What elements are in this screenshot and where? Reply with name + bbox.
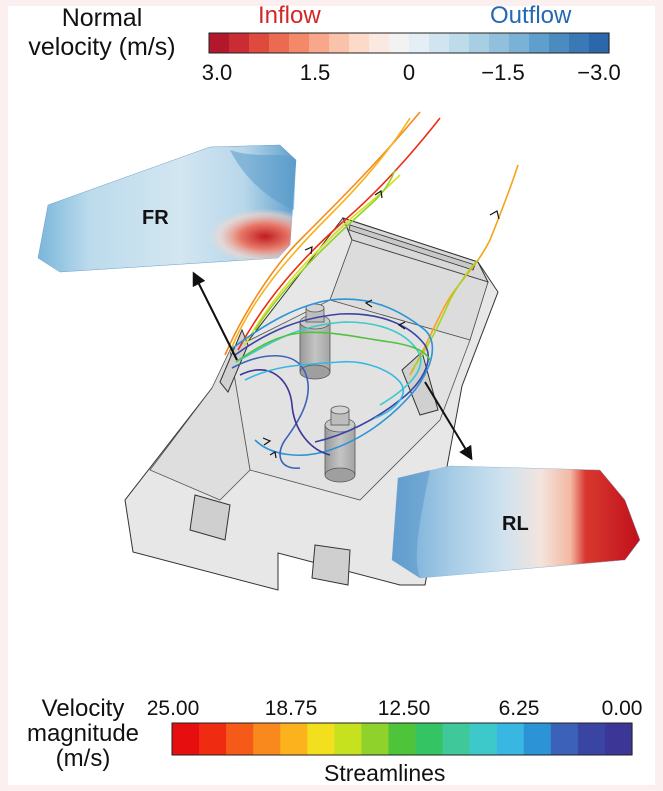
- velocity-magnitude-tick-18-75: 18.75: [264, 697, 318, 720]
- normal-velocity-colorbar-cell-3: [269, 33, 290, 53]
- streamlines: [224, 111, 519, 469]
- normal-velocity-title: Normal velocity (m/s): [16, 4, 188, 62]
- velocity-magnitude-colorbar: [172, 723, 633, 755]
- normal-velocity-colorbar-cell-1: [229, 33, 250, 53]
- rl-panel-label: RL: [502, 513, 529, 535]
- streamline-outer-5: [254, 169, 396, 331]
- velocity-magnitude-colorbar-cell-8: [388, 723, 417, 755]
- rl-pointer-arrow: [424, 381, 473, 461]
- streamline-arrow-5: [397, 321, 406, 330]
- velocity-magnitude-colorbar-cell-2: [226, 723, 254, 755]
- streamline-loop-5: [239, 369, 331, 456]
- velocity-magnitude-colorbar-cell-16: [604, 723, 633, 755]
- normal-velocity-colorbar-cell-15: [509, 33, 530, 53]
- normal-velocity-colorbar-cell-17: [549, 33, 570, 53]
- fr-pointer-arrow: [192, 271, 238, 361]
- streamline-loop-1: [229, 298, 434, 456]
- normal-velocity-colorbar-cell-7: [349, 33, 370, 53]
- normal-velocity-tick-neg-3: −3.0: [577, 60, 621, 85]
- velocity-magnitude-colorbar-cell-1: [199, 723, 227, 755]
- normal-velocity-colorbar-cell-9: [389, 33, 410, 53]
- normal-velocity-colorbar-cell-11: [429, 33, 450, 53]
- velocity-magnitude-tick-6-25: 6.25: [498, 697, 540, 720]
- velocity-magnitude-title-line1: Velocity: [41, 695, 125, 722]
- streamline-outer-2: [229, 117, 411, 353]
- inflow-label: Inflow: [258, 2, 321, 29]
- normal-velocity-colorbar-border: [208, 32, 610, 54]
- streamline-arrow-3: [304, 246, 313, 255]
- streamline-arrow-6: [262, 437, 272, 446]
- streamline-arrows: [262, 189, 500, 459]
- velocity-magnitude-title-line2: magnitude: [26, 720, 140, 747]
- streamline-arrow-4: [364, 299, 373, 308]
- velocity-magnitude-colorbar-cell-6: [334, 723, 363, 755]
- velocity-magnitude-colorbar-cell-4: [280, 723, 308, 755]
- normal-velocity-tick-neg-1-5: −1.5: [481, 60, 525, 85]
- streamline-right-2: [411, 259, 479, 371]
- normal-velocity-colorbar-cell-16: [529, 33, 550, 53]
- streamline-arrow-7: [269, 451, 277, 459]
- streamline-arrow-2: [489, 210, 500, 220]
- normal-velocity-tick-1-5: 1.5: [299, 60, 331, 85]
- fr-panel-label: FR: [142, 207, 169, 229]
- streamline-right-1: [409, 164, 519, 376]
- rl-panel: [391, 465, 641, 579]
- velocity-magnitude-colorbar-cell-15: [577, 723, 606, 755]
- velocity-magnitude-colorbar-border: [171, 722, 633, 756]
- velocity-magnitude-colorbar-cell-12: [496, 723, 525, 755]
- streamline-arrow-1: [374, 189, 383, 199]
- normal-velocity-colorbar-cell-4: [289, 33, 310, 53]
- normal-velocity-colorbar-cell-19: [589, 33, 610, 53]
- normal-velocity-colorbar-cell-18: [569, 33, 590, 53]
- streamline-outer-4: [244, 174, 401, 346]
- velocity-magnitude-tick-0: 0.00: [601, 697, 643, 720]
- normal-velocity-tick-0: 0: [402, 60, 416, 85]
- normal-velocity-colorbar-cell-13: [469, 33, 490, 53]
- velocity-magnitude-title-line3: (m/s): [55, 745, 111, 772]
- velocity-magnitude-colorbar-cell-7: [361, 723, 390, 755]
- normal-velocity-colorbar-cell-12: [449, 33, 470, 53]
- normal-velocity-title-line1: Normal: [61, 4, 143, 32]
- fr-panel: [37, 144, 297, 273]
- normal-velocity-colorbar-cell-6: [329, 33, 350, 53]
- normal-velocity-title-line2: velocity (m/s): [28, 33, 176, 61]
- velocity-magnitude-colorbar-cell-14: [550, 723, 579, 755]
- normal-velocity-colorbar-cell-5: [309, 33, 330, 53]
- normal-velocity-colorbar: [209, 33, 610, 53]
- velocity-magnitude-colorbar-cell-11: [469, 723, 498, 755]
- normal-velocity-colorbar-cell-0: [209, 33, 230, 53]
- normal-velocity-colorbar-cell-14: [489, 33, 510, 53]
- cylinder-rear: [324, 405, 356, 483]
- velocity-magnitude-colorbar-cell-0: [172, 723, 200, 755]
- normal-velocity-colorbar-cell-8: [369, 33, 390, 53]
- velocity-magnitude-colorbar-cell-5: [307, 723, 335, 755]
- velocity-magnitude-tick-12-5: 12.50: [377, 697, 431, 720]
- normal-velocity-colorbar-cell-2: [249, 33, 270, 53]
- velocity-magnitude-colorbar-cell-13: [523, 723, 552, 755]
- streamlines-caption: Streamlines: [324, 760, 446, 786]
- streamline-loop-2: [234, 313, 429, 443]
- normal-velocity-tick-3: 3.0: [201, 60, 233, 85]
- streamline-outer-3: [237, 117, 441, 351]
- velocity-magnitude-tick-25: 25.00: [146, 697, 200, 720]
- velocity-magnitude-colorbar-cell-3: [253, 723, 281, 755]
- streamline-loop-6: [244, 360, 404, 419]
- velocity-magnitude-title: Velocity magnitude (m/s): [8, 696, 158, 771]
- outflow-label: Outflow: [490, 2, 572, 29]
- normal-velocity-colorbar-cell-10: [409, 33, 430, 53]
- velocity-magnitude-colorbar-cell-9: [415, 723, 444, 755]
- velocity-magnitude-colorbar-cell-10: [442, 723, 471, 755]
- streamline-loop-4: [231, 354, 310, 469]
- streamline-loop-7: [235, 331, 431, 363]
